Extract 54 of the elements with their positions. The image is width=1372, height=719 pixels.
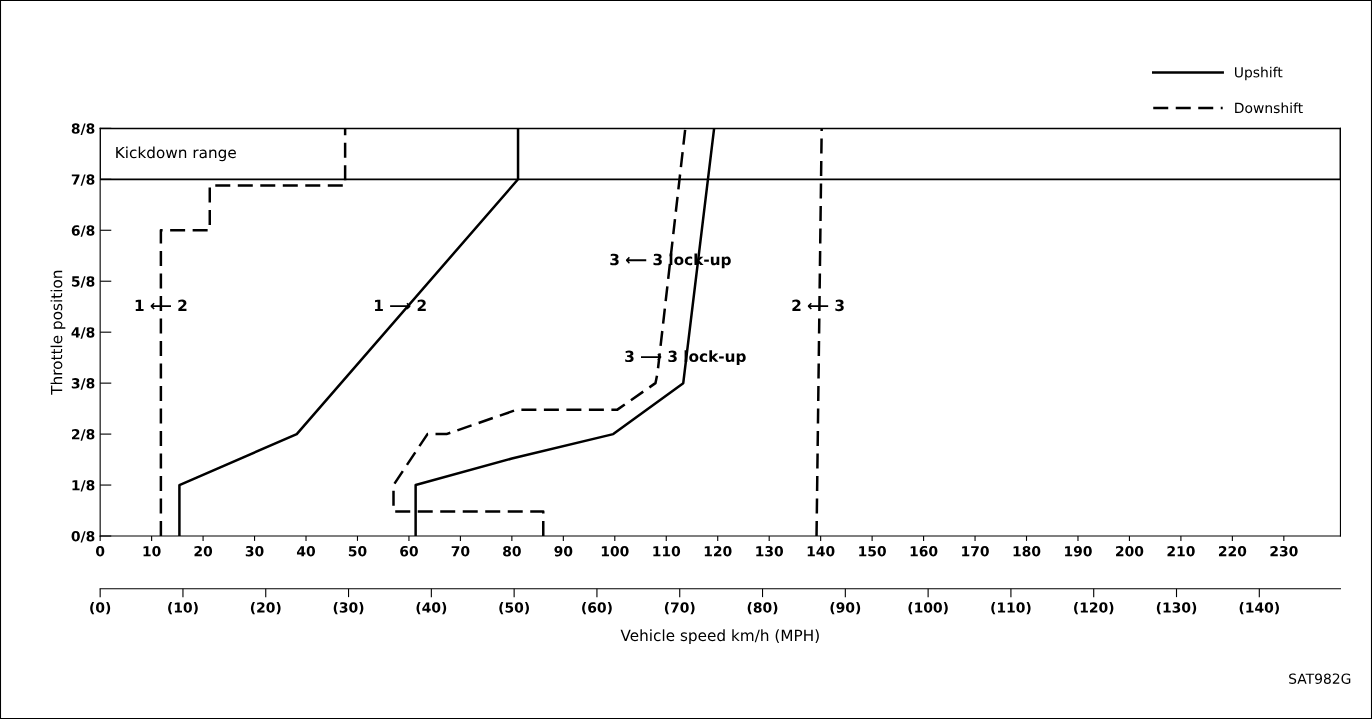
x2-tick-label: (120) — [1074, 602, 1114, 615]
x-tick-label: 120 — [704, 545, 732, 557]
x-tick-label: 160 — [910, 545, 938, 557]
x-tick-label: 80 — [503, 545, 521, 557]
x2-tick-label: (40) — [416, 602, 447, 615]
x2-tick-label: (30) — [333, 602, 364, 615]
y-tick-label: 2/8 — [71, 429, 95, 441]
y-tick-label: 1/8 — [72, 480, 95, 492]
x2-tick-label: (100) — [908, 602, 948, 615]
x-tick-label: 150 — [859, 545, 886, 557]
text: Downshift — [1235, 102, 1303, 114]
x2-tick-label: (80) — [747, 602, 778, 615]
x2-tick-label: (10) — [168, 602, 198, 615]
x-tick-label: 170 — [962, 545, 989, 557]
x-tick-label: 90 — [554, 545, 573, 557]
x-tick-label: 0 — [95, 545, 105, 557]
x2-tick-label: (50) — [499, 602, 529, 615]
text: Upshift — [1235, 66, 1283, 81]
x2-tick-label: (0) — [90, 602, 111, 615]
x-axis-title: Vehicle speed km/h (MPH) — [620, 629, 819, 645]
x2-tick-label: (60) — [582, 602, 612, 615]
x-tick-label: 180 — [1013, 545, 1041, 557]
x2-tick-label: (110) — [991, 602, 1031, 615]
x2-tick-label: (130) — [1156, 602, 1197, 615]
y-tick-label: 3/8 — [71, 378, 95, 390]
x-tick-label: 70 — [451, 545, 470, 557]
y-tick-label: 8/8 — [71, 123, 95, 135]
x-tick-label: 10 — [143, 545, 161, 557]
x-tick-label: 60 — [400, 545, 418, 557]
x2-tick-label: (20) — [250, 602, 281, 615]
text: SAT982G — [1289, 673, 1351, 684]
x-tick-label: 200 — [1116, 545, 1144, 557]
x2-tick-label: (90) — [830, 602, 861, 615]
x-tick-label: 40 — [296, 545, 316, 557]
y-axis-title: Throttle position — [50, 270, 66, 395]
x-tick-label: 30 — [245, 545, 264, 557]
x-tick-label: 210 — [1167, 545, 1195, 557]
y-tick-label: 7/8 — [71, 174, 95, 186]
y-tick-label: 4/8 — [71, 327, 95, 339]
y-tick-label: 0/8 — [71, 530, 95, 543]
x-tick-label: 220 — [1218, 545, 1247, 557]
y-tick-label: 5/8 — [71, 276, 95, 288]
x-tick-label: 110 — [653, 545, 681, 557]
x2-tick-label: (70) — [664, 602, 695, 615]
x2-tick-label: (140) — [1239, 602, 1279, 615]
x-tick-label: 130 — [756, 545, 784, 557]
band-label: Kickdown range — [116, 146, 236, 162]
x-tick-label: 230 — [1270, 545, 1298, 557]
x-tick-label: 190 — [1065, 545, 1092, 557]
y-tick-label: 6/8 — [71, 225, 95, 237]
x-tick-label: 50 — [348, 545, 367, 557]
x-tick-label: 100 — [601, 545, 629, 557]
x-tick-label: 140 — [807, 545, 835, 557]
x-tick-label: 20 — [194, 545, 213, 557]
